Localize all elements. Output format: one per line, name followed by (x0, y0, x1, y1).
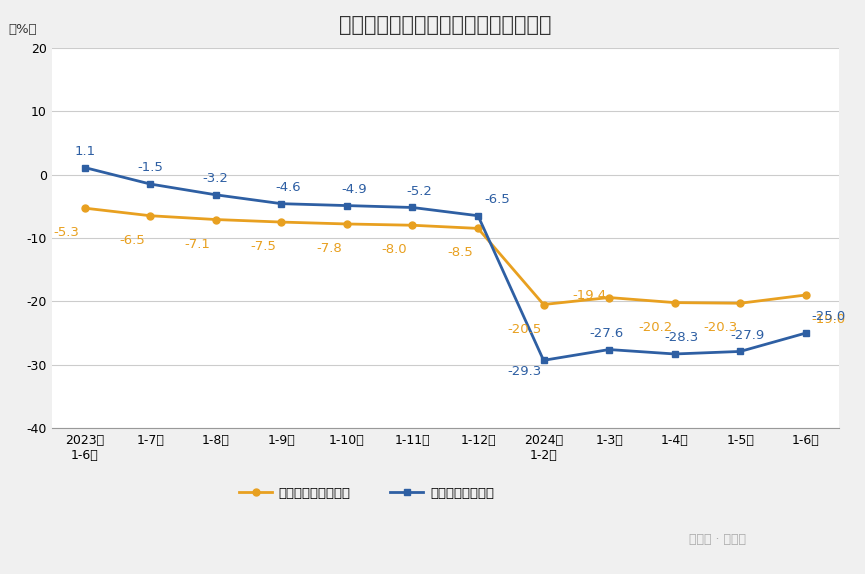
新建商品房销售面积 (145, 212, 156, 219)
Text: -28.3: -28.3 (664, 331, 699, 344)
Text: -3.2: -3.2 (202, 172, 228, 185)
Text: -29.3: -29.3 (507, 366, 541, 378)
Text: -25.0: -25.0 (811, 311, 845, 323)
新建商品房销售额 (604, 346, 614, 353)
Text: -1.5: -1.5 (138, 161, 163, 174)
Text: -7.8: -7.8 (316, 242, 342, 255)
Text: -4.6: -4.6 (275, 181, 301, 194)
Title: 全国新建商品房销售面积及销售额增速: 全国新建商品房销售面积及销售额增速 (339, 15, 552, 35)
Text: -8.5: -8.5 (447, 246, 473, 259)
新建商品房销售额 (801, 329, 811, 336)
Text: 1.1: 1.1 (74, 145, 95, 158)
新建商品房销售面积 (276, 219, 286, 226)
Text: -27.9: -27.9 (730, 329, 765, 342)
Text: -8.0: -8.0 (381, 243, 407, 257)
Text: -20.3: -20.3 (703, 321, 738, 334)
Text: -5.2: -5.2 (407, 185, 432, 198)
Text: -6.5: -6.5 (484, 193, 510, 206)
新建商品房销售面积 (604, 294, 614, 301)
新建商品房销售面积 (670, 299, 680, 306)
Text: -4.9: -4.9 (341, 183, 367, 196)
新建商品房销售面积 (538, 301, 548, 308)
新建商品房销售额 (145, 181, 156, 188)
Line: 新建商品房销售面积: 新建商品房销售面积 (81, 205, 810, 308)
新建商品房销售面积 (407, 222, 418, 228)
Text: -5.3: -5.3 (54, 226, 80, 239)
新建商品房销售额 (407, 204, 418, 211)
新建商品房销售面积 (342, 220, 352, 227)
新建商品房销售额 (80, 164, 90, 171)
Line: 新建商品房销售额: 新建商品房销售额 (81, 164, 810, 364)
新建商品房销售额 (342, 202, 352, 209)
新建商品房销售面积 (735, 300, 746, 307)
新建商品房销售额 (670, 351, 680, 358)
新建商品房销售面积 (80, 205, 90, 212)
新建商品房销售额 (276, 200, 286, 207)
Text: -19.4: -19.4 (573, 289, 606, 302)
Text: -7.5: -7.5 (250, 240, 276, 253)
新建商品房销售面积 (473, 225, 484, 232)
Legend: 新建商品房销售面积, 新建商品房销售额: 新建商品房销售面积, 新建商品房销售额 (234, 482, 499, 505)
新建商品房销售面积 (801, 292, 811, 298)
Text: -20.2: -20.2 (638, 321, 672, 333)
新建商品房销售额 (210, 191, 221, 198)
Text: -7.1: -7.1 (185, 238, 211, 251)
Text: （%）: （%） (9, 24, 37, 36)
Text: 公众号 · 崔东树: 公众号 · 崔东树 (689, 533, 746, 546)
新建商品房销售面积 (210, 216, 221, 223)
Text: -20.5: -20.5 (507, 323, 541, 336)
Text: -19.0: -19.0 (811, 313, 845, 326)
Text: -27.6: -27.6 (589, 327, 624, 340)
新建商品房销售额 (473, 212, 484, 219)
新建商品房销售额 (735, 348, 746, 355)
Text: -6.5: -6.5 (119, 234, 145, 247)
新建商品房销售额 (538, 357, 548, 364)
